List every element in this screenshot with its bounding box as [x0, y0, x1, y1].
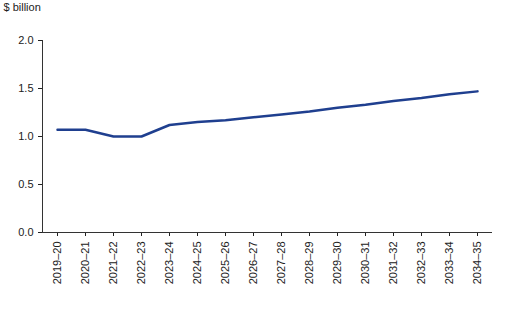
svg-text:2033–34: 2033–34 [443, 242, 455, 285]
svg-text:2031–32: 2031–32 [387, 242, 399, 285]
svg-text:2030–31: 2030–31 [359, 242, 371, 285]
svg-text:2025–26: 2025–26 [219, 242, 231, 285]
svg-text:2.0: 2.0 [18, 34, 33, 46]
svg-text:1.5: 1.5 [18, 82, 33, 94]
svg-text:2026–27: 2026–27 [247, 242, 259, 285]
svg-text:2032–33: 2032–33 [415, 242, 427, 285]
svg-text:2034–35: 2034–35 [471, 242, 483, 285]
svg-text:2021–22: 2021–22 [107, 242, 119, 285]
svg-text:0.0: 0.0 [18, 226, 33, 238]
svg-text:2020–21: 2020–21 [79, 242, 91, 285]
svg-text:2029–30: 2029–30 [331, 242, 343, 285]
svg-text:2027–28: 2027–28 [275, 242, 287, 285]
svg-text:2028–29: 2028–29 [303, 242, 315, 285]
svg-text:2024–25: 2024–25 [191, 242, 203, 285]
svg-text:$ billion: $ billion [4, 1, 41, 13]
svg-text:1.0: 1.0 [18, 130, 33, 142]
svg-text:2022–23: 2022–23 [135, 242, 147, 285]
svg-text:2019–20: 2019–20 [51, 242, 63, 285]
svg-text:0.5: 0.5 [18, 178, 33, 190]
svg-text:2023–24: 2023–24 [163, 242, 175, 285]
